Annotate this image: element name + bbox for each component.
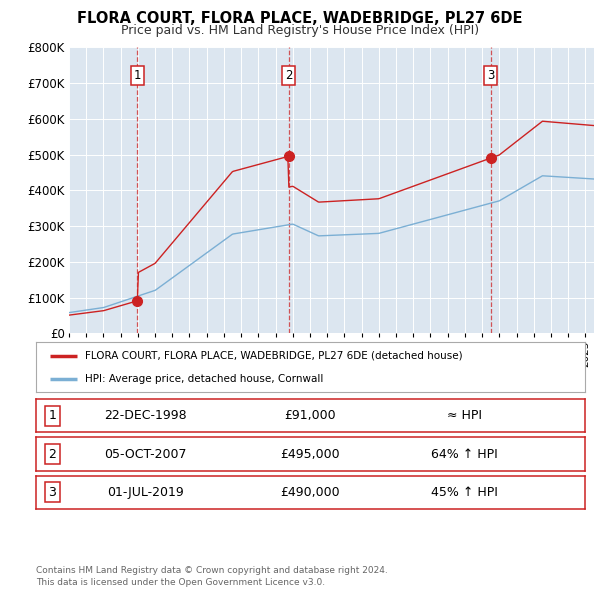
Text: 3: 3 [487,69,494,83]
Text: 01-JUL-2019: 01-JUL-2019 [107,486,184,499]
Text: Contains HM Land Registry data © Crown copyright and database right 2024.
This d: Contains HM Land Registry data © Crown c… [36,566,388,587]
Text: 3: 3 [49,486,56,499]
Text: 64% ↑ HPI: 64% ↑ HPI [431,447,497,461]
Text: 2: 2 [285,69,292,83]
Text: HPI: Average price, detached house, Cornwall: HPI: Average price, detached house, Corn… [85,374,324,384]
Text: 2: 2 [49,447,56,461]
Text: 1: 1 [49,409,56,422]
Text: £490,000: £490,000 [281,486,340,499]
Text: Price paid vs. HM Land Registry's House Price Index (HPI): Price paid vs. HM Land Registry's House … [121,24,479,37]
Text: 45% ↑ HPI: 45% ↑ HPI [431,486,497,499]
Text: £495,000: £495,000 [281,447,340,461]
Text: £91,000: £91,000 [284,409,337,422]
Text: 1: 1 [134,69,141,83]
Text: 22-DEC-1998: 22-DEC-1998 [104,409,187,422]
Text: FLORA COURT, FLORA PLACE, WADEBRIDGE, PL27 6DE: FLORA COURT, FLORA PLACE, WADEBRIDGE, PL… [77,11,523,25]
Text: FLORA COURT, FLORA PLACE, WADEBRIDGE, PL27 6DE (detached house): FLORA COURT, FLORA PLACE, WADEBRIDGE, PL… [85,350,463,360]
Text: ≈ HPI: ≈ HPI [447,409,482,422]
Text: 05-OCT-2007: 05-OCT-2007 [104,447,187,461]
